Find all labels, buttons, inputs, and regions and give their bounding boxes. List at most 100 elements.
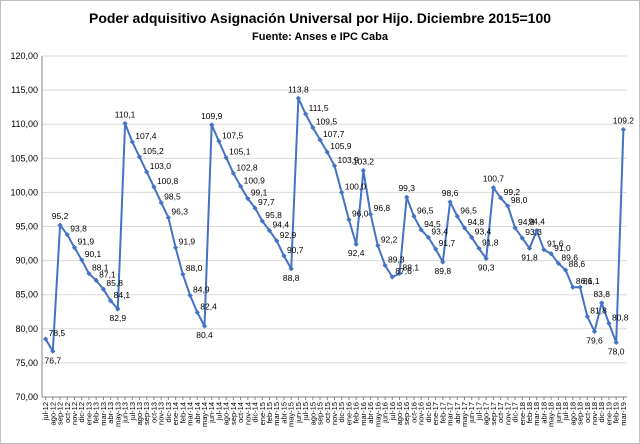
data-point [209,122,215,128]
data-label: 99,1 [251,188,268,198]
data-point [526,245,533,251]
data-point [570,284,576,290]
data-point [584,313,590,320]
data-point [519,235,525,241]
data-label: 94,4 [528,217,545,227]
x-tick-label: mar-18 [532,402,541,426]
data-label: 94,5 [424,219,441,229]
data-point [331,163,338,169]
data-point [505,203,511,209]
data-label: 100,9 [244,175,266,185]
data-label: 102,8 [236,162,258,172]
x-tick-label: jul-14 [214,402,223,421]
data-point [288,266,294,272]
x-tick-label: may-18 [547,402,556,427]
y-tick-label: 110,00 [11,119,38,129]
x-tick-label: sep-15 [316,402,325,425]
x-tick-label: dic-13 [164,402,173,422]
data-point [136,154,143,160]
x-tick-label: dic-18 [597,402,606,422]
data-point [577,284,583,290]
x-tick-label: oct-16 [409,402,418,423]
x-tick-label: mar-19 [619,402,628,426]
data-label: 99,3 [398,183,415,193]
data-point [404,194,410,200]
data-point [310,125,316,131]
data-label: 93,3 [525,227,542,237]
data-point [375,242,381,249]
x-tick-label: jul-16 [388,402,397,421]
y-tick-label: 120,00 [10,51,38,61]
data-label: 91,9 [78,237,95,247]
x-tick-label: oct-12 [63,402,72,423]
x-tick-label: ene-19 [604,402,613,425]
data-label: 109,9 [201,111,223,121]
data-point [259,218,265,224]
x-tick-label: abr-16 [366,402,375,424]
data-point [50,348,56,354]
x-tick-label: dic-15 [337,402,346,422]
data-label: 96,0 [352,209,369,219]
data-label: 78,0 [608,346,625,356]
x-tick-label: ene-13 [84,402,93,425]
x-tick-label: jul-18 [561,402,570,421]
data-label: 95,8 [265,210,282,220]
x-tick-label: oct-14 [236,402,245,423]
data-label: 98,6 [442,188,459,198]
y-tick-label: 90,00 [15,256,38,266]
data-point [360,167,366,174]
data-point [433,246,439,252]
x-tick-label: dic-17 [511,402,520,422]
data-label: 86,1 [576,276,593,286]
data-label: 90,7 [287,245,304,255]
data-point [339,189,345,195]
data-point [534,227,540,234]
data-point [346,217,352,223]
x-tick-label: mar-16 [359,402,368,426]
x-tick-label: feb-14 [178,402,187,423]
data-point [599,300,605,306]
data-label: 110,1 [115,110,136,120]
x-tick-label: jun-15 [294,402,303,424]
x-axis-tick-labels: jul-12ago-12sep-12oct-12nov-12dic-12ene-… [41,402,628,427]
x-tick-label: feb-17 [438,402,447,423]
x-tick-label: ago-18 [568,402,577,425]
data-point [389,274,395,280]
x-tick-label: nov-17 [503,402,512,425]
data-point [620,127,626,133]
data-point [317,137,323,143]
data-label: 107,5 [222,130,244,140]
x-tick-label: may-15 [287,402,296,427]
data-label: 92,4 [348,248,365,258]
data-point [461,225,468,231]
x-tick-label: oct-15 [323,402,332,423]
data-label: 91,9 [179,237,196,247]
data-label: 80,8 [612,312,629,322]
data-point [490,185,496,191]
x-tick-label: nov-14 [243,402,252,425]
data-label: 109,5 [316,117,338,127]
x-tick-label: sep-18 [576,402,585,425]
data-point [71,245,78,251]
data-point [396,270,403,277]
data-point [223,155,229,161]
x-tick-label: oct-18 [583,402,592,423]
x-tick-label: nov-13 [157,402,166,425]
data-point [353,241,359,247]
x-tick-label: feb-18 [525,402,534,423]
data-label: 98,0 [511,195,528,205]
x-tick-label: nov-15 [330,402,339,425]
x-tick-label: ago-13 [135,402,144,425]
x-tick-label: feb-13 [92,402,101,423]
data-point [281,253,287,259]
x-tick-label: nov-16 [417,402,426,425]
x-tick-label: jun-14 [207,402,216,424]
data-point [79,257,85,263]
data-label: 98,5 [164,192,181,202]
data-label: 88,6 [569,259,586,269]
data-point [606,320,612,326]
x-tick-label: nov-12 [70,402,79,425]
data-point [144,169,150,175]
